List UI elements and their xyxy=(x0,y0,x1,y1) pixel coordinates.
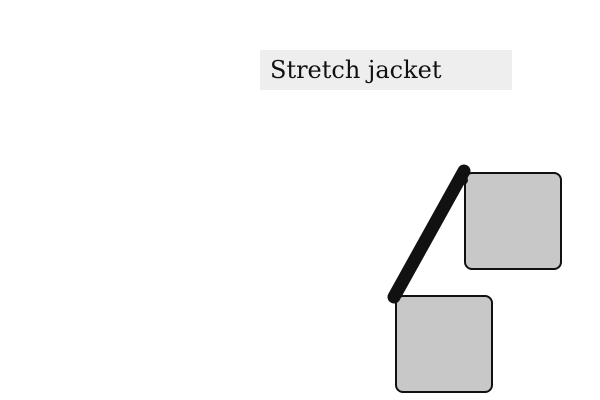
connector-handle-bottom[interactable] xyxy=(389,291,399,301)
connector-bar[interactable] xyxy=(387,164,471,304)
connector-handle-top[interactable] xyxy=(458,175,468,185)
square-bottom[interactable] xyxy=(395,295,493,393)
instruction-label: Stretch jacket xyxy=(260,50,512,90)
square-top[interactable] xyxy=(464,172,562,270)
